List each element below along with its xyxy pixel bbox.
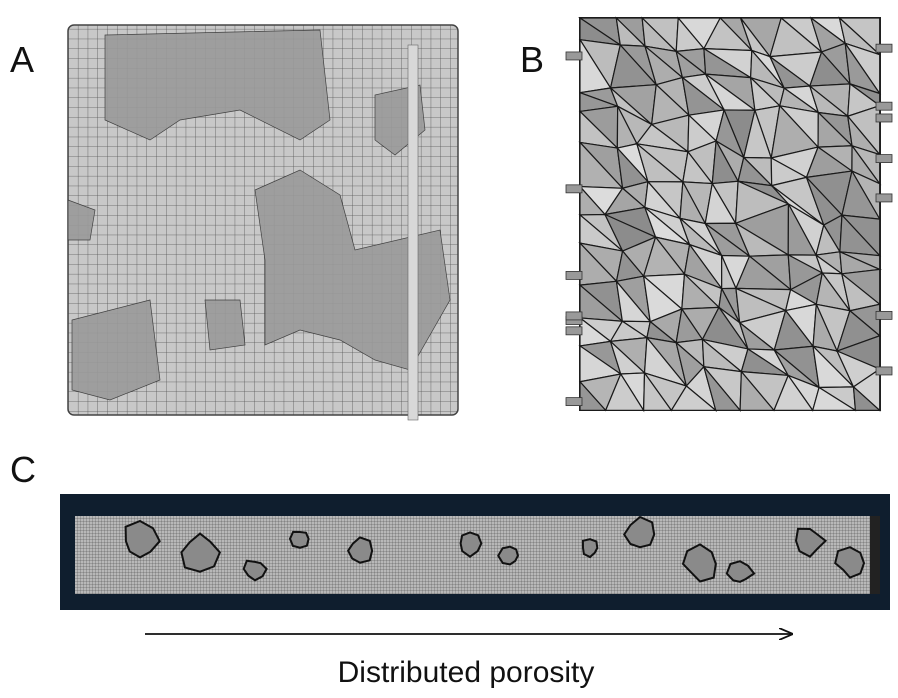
- caption: Distributed porosity: [338, 656, 595, 689]
- figure: A B C Distributed porosity: [0, 0, 898, 698]
- mesh-b: [566, 18, 892, 410]
- mesh-c: [60, 494, 890, 610]
- mesh-element: [876, 155, 892, 163]
- mesh-element: [290, 532, 309, 548]
- page: A B C Distributed porosity (() => { cons…: [0, 0, 898, 698]
- mesh-element: [876, 194, 892, 202]
- mesh-a: [68, 25, 458, 420]
- mesh-element: [498, 547, 518, 565]
- mesh-element: [566, 327, 582, 335]
- mesh-element: [876, 311, 892, 319]
- mesh-element: [566, 312, 582, 320]
- mesh-element: [876, 367, 892, 375]
- panel-label: B: [520, 39, 544, 80]
- mesh-element: [876, 44, 892, 52]
- mesh-element: [566, 398, 582, 406]
- mesh-element: [876, 114, 892, 122]
- panel-label: A: [10, 39, 34, 80]
- mesh-element: [566, 271, 582, 279]
- mesh-element: [876, 102, 892, 110]
- mesh-element: [566, 52, 582, 60]
- panel-label: C: [10, 449, 36, 490]
- mesh-element: [566, 185, 582, 193]
